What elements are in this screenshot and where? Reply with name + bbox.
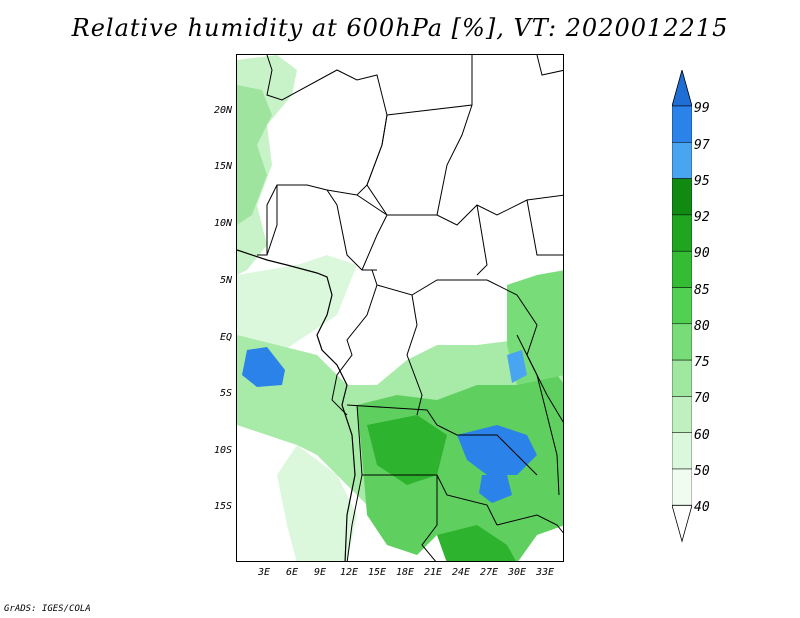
legend-swatch xyxy=(672,105,692,143)
legend-swatches xyxy=(672,70,692,543)
atlantic-blue-patch xyxy=(242,347,285,387)
border-line xyxy=(356,194,388,271)
sahel-humidity-patch xyxy=(237,85,272,225)
lat-label: 5N xyxy=(219,275,232,286)
legend-label: 75 xyxy=(694,355,710,370)
southern-interior-humidity xyxy=(277,445,357,561)
border-line xyxy=(346,404,538,476)
lat-label: 10N xyxy=(213,218,232,229)
color-legend-bar xyxy=(672,70,692,543)
southern-blue-patch xyxy=(479,475,512,503)
country-borders xyxy=(257,55,563,561)
border-line xyxy=(366,114,563,256)
border-line xyxy=(362,474,498,526)
lake-region-blue-patch xyxy=(507,350,527,383)
legend-swatch xyxy=(672,432,692,470)
legend-label: 40 xyxy=(694,500,710,515)
border-line xyxy=(436,104,473,216)
chart-title: Relative humidity at 600hPa [%], VT: 202… xyxy=(71,14,729,42)
central-blue-patch xyxy=(457,425,537,475)
humidity-map xyxy=(237,55,563,561)
map-panel xyxy=(236,54,564,562)
border-line xyxy=(496,514,563,534)
lat-label: 15N xyxy=(213,161,232,172)
border-line xyxy=(371,269,487,296)
legend-label: 95 xyxy=(694,174,710,189)
legend-swatch xyxy=(672,468,692,506)
lon-label: 24E xyxy=(451,567,471,578)
legend-swatch xyxy=(672,178,692,216)
legend-label: 60 xyxy=(694,428,710,443)
border-line xyxy=(386,55,473,116)
legend-swatch xyxy=(672,359,692,397)
legend-swatch xyxy=(672,214,692,252)
footer-credit: GrADS: IGES/COLA xyxy=(4,604,91,614)
legend-label: 70 xyxy=(694,391,710,406)
border-line xyxy=(486,279,563,423)
border-line xyxy=(406,294,423,416)
border-line xyxy=(536,55,563,76)
humidity-shading xyxy=(237,55,563,561)
legend-arrow-top xyxy=(672,70,692,107)
lat-label: 20N xyxy=(213,105,232,116)
lon-label: 30E xyxy=(507,567,527,578)
lon-label: 21E xyxy=(423,567,443,578)
legend-swatch xyxy=(672,396,692,433)
southeast-deep-green xyxy=(437,525,516,561)
legend-label: 99 xyxy=(694,101,710,116)
legend-label: 50 xyxy=(694,464,710,479)
lat-label: 15S xyxy=(213,501,232,512)
border-line xyxy=(346,404,363,561)
high-humidity-patches xyxy=(242,347,537,503)
lon-label: 12E xyxy=(339,567,359,578)
lat-label: EQ xyxy=(219,332,232,343)
coastline xyxy=(237,249,356,561)
lon-label: 33E xyxy=(535,567,555,578)
lon-label: 15E xyxy=(367,567,387,578)
legend-swatch xyxy=(672,250,692,288)
lon-label: 18E xyxy=(395,567,415,578)
lon-label: 6E xyxy=(285,567,299,578)
legend-swatch xyxy=(672,287,692,325)
border-line xyxy=(257,185,278,256)
legend-swatch xyxy=(672,142,692,179)
legend-label: 80 xyxy=(694,319,710,334)
gulf-guinea-humidity xyxy=(237,255,357,365)
lon-label: 27E xyxy=(479,567,499,578)
border-line xyxy=(331,284,378,416)
border-line xyxy=(326,189,377,271)
legend-arrow-bottom xyxy=(672,504,692,543)
border-line xyxy=(421,475,438,561)
legend-label: 92 xyxy=(694,210,710,225)
deep-green-patch xyxy=(367,415,447,485)
border-line xyxy=(476,204,488,276)
legend-label: 97 xyxy=(694,138,710,153)
legend-swatch xyxy=(672,323,692,361)
border-line xyxy=(516,334,560,496)
lon-label: 9E xyxy=(313,567,327,578)
border-line xyxy=(526,194,563,201)
legend-label: 90 xyxy=(694,246,710,261)
legend-label: 85 xyxy=(694,283,710,298)
lat-label: 10S xyxy=(213,445,232,456)
lon-label: 3E xyxy=(257,567,271,578)
lat-label: 5S xyxy=(219,388,232,399)
